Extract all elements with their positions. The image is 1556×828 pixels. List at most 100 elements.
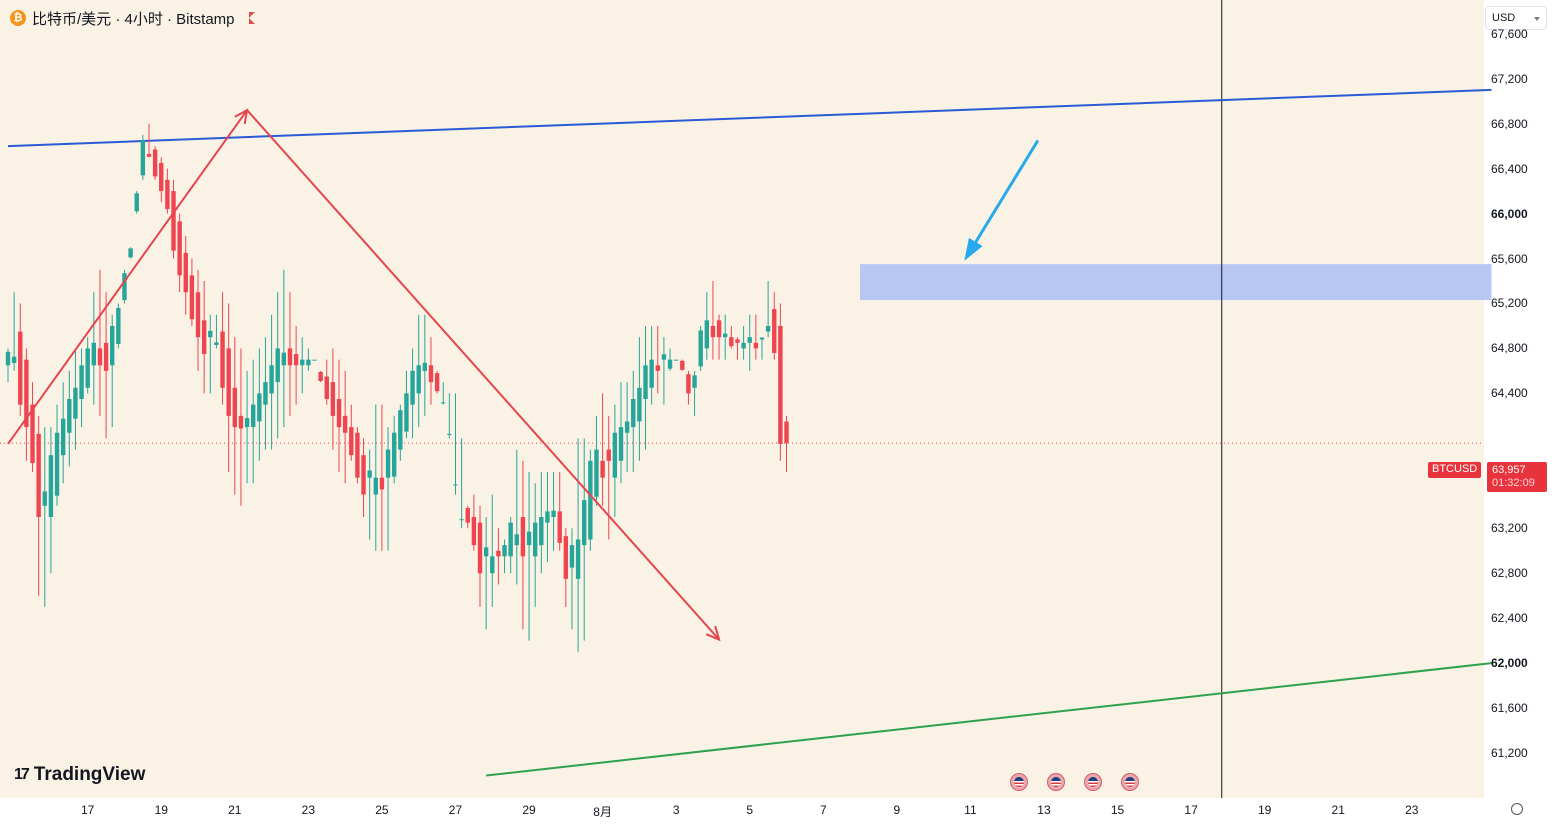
candle-body <box>91 342 97 366</box>
candle-body <box>42 491 47 506</box>
candle-body <box>232 387 238 428</box>
candle-body <box>165 179 170 210</box>
candle-body <box>195 292 201 338</box>
currency-selector[interactable]: USD <box>1485 6 1547 30</box>
candle-body <box>483 547 489 557</box>
candle-body <box>747 337 752 343</box>
chevron-down-icon <box>1534 17 1540 21</box>
candle-body <box>238 415 244 429</box>
candle-body <box>269 365 274 394</box>
time-tick-label: 19 <box>154 803 168 817</box>
candle-body <box>97 348 103 366</box>
candle-body <box>582 500 587 546</box>
candle-body <box>281 352 287 366</box>
candle-body <box>122 273 127 301</box>
candle-body <box>618 427 624 461</box>
candle-body <box>251 404 256 428</box>
time-tick-label: 23 <box>301 803 316 817</box>
candle-body <box>416 365 421 394</box>
candle-body <box>404 393 409 432</box>
candle-body <box>103 342 109 371</box>
time-tick-label: 13 <box>1037 803 1051 817</box>
us-flag-event-icon[interactable] <box>1047 773 1066 791</box>
candle-body <box>673 359 679 361</box>
candle-body <box>704 320 710 349</box>
us-flag-event-icon[interactable] <box>1084 773 1102 791</box>
candle-body <box>563 536 569 579</box>
symbol-header[interactable]: ₿ 比特币/美元 · 4小时 · Bitstamp <box>10 8 255 28</box>
candle-body <box>11 356 17 364</box>
price-tick-label: 65,200 <box>1491 296 1528 311</box>
candle-body <box>324 376 329 399</box>
candle-body <box>569 545 575 568</box>
settings-icon[interactable] <box>1511 803 1523 815</box>
candle-body <box>557 511 562 543</box>
time-tick-label: 8月 <box>593 805 612 819</box>
candle-body <box>312 359 317 361</box>
candle-body <box>680 360 685 370</box>
candle-body <box>5 351 11 366</box>
candle-body <box>134 193 139 212</box>
resistance-trendline <box>7 88 1492 148</box>
tradingview-icon: 17 <box>14 766 30 783</box>
candle-body <box>287 348 293 366</box>
price-tick-label: 61,600 <box>1491 701 1528 716</box>
candle-body <box>159 162 164 192</box>
us-flag-event-icon[interactable] <box>1120 773 1139 791</box>
candle-body <box>434 373 440 392</box>
candle-body <box>759 337 765 340</box>
candle-body <box>545 511 550 523</box>
candle-body <box>441 402 446 404</box>
candle-body <box>361 455 366 495</box>
candle-body <box>661 354 667 360</box>
flag-icon[interactable] <box>248 12 255 24</box>
candle-body <box>710 325 716 338</box>
candle-body <box>477 522 483 574</box>
price-tick-label: 66,400 <box>1491 161 1528 176</box>
time-tick-label: 9 <box>893 803 901 817</box>
candle-body <box>336 399 342 428</box>
candle-body <box>520 517 526 557</box>
time-tick-label: 3 <box>672 803 680 817</box>
price-tick-label: 62,800 <box>1491 566 1528 581</box>
time-tick-label: 19 <box>1257 803 1272 817</box>
price-tick-label: 66,800 <box>1491 116 1528 131</box>
us-flag-event-icon[interactable] <box>1010 773 1029 791</box>
time-tick-label: 7 <box>819 803 827 817</box>
candle-body <box>398 410 403 450</box>
candle-body <box>784 421 789 444</box>
price-tick-label: 67,200 <box>1491 71 1528 86</box>
candle-body <box>612 432 618 478</box>
price-tick-label: 63,200 <box>1491 521 1528 536</box>
candle-body <box>698 330 703 367</box>
candle-body <box>342 415 348 433</box>
candle-body <box>30 404 35 464</box>
price-tick-label: 62,400 <box>1491 611 1528 626</box>
symbol-price-tag: BTCUSD <box>1428 462 1482 478</box>
candle-body <box>723 333 728 338</box>
candle-body <box>128 248 133 258</box>
time-tick-label: 21 <box>228 803 242 817</box>
time-tick-label: 27 <box>448 803 463 817</box>
candle-body <box>18 331 23 405</box>
supply-zone <box>860 264 1492 301</box>
candle-body <box>551 510 556 518</box>
candle-body <box>637 387 642 422</box>
candle-body <box>379 477 385 490</box>
time-tick-label: 15 <box>1110 803 1125 817</box>
tradingview-logo[interactable]: 17 TradingView <box>14 764 145 786</box>
bitcoin-icon: ₿ <box>10 10 26 26</box>
candle-body <box>729 337 734 347</box>
price-tick-label: 66,000 <box>1491 206 1528 221</box>
candle-body <box>649 359 654 388</box>
candle-body <box>447 433 452 435</box>
symbol-title[interactable]: 比特币/美元 · 4小时 · Bitstamp <box>32 10 235 28</box>
candle-body <box>330 382 336 416</box>
candle-body <box>208 330 213 338</box>
time-tick-label: 25 <box>375 803 389 817</box>
candle-body <box>116 307 121 344</box>
candle-body <box>588 460 593 540</box>
candle-body <box>79 365 84 399</box>
